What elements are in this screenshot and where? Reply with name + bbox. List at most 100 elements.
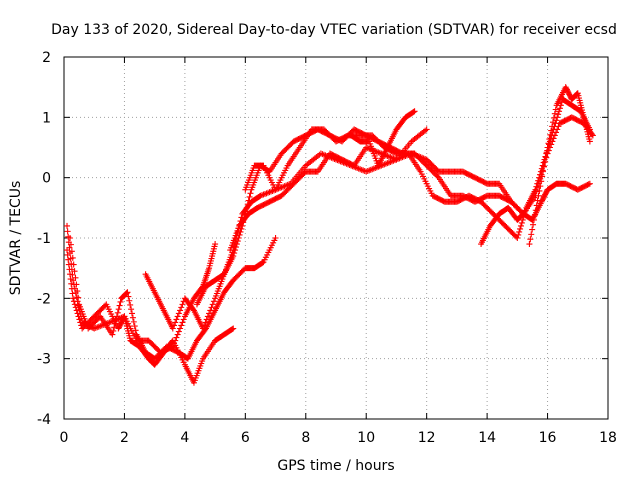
data-point — [556, 105, 563, 112]
data-point — [554, 114, 561, 121]
x-tick-label: 2 — [120, 430, 129, 446]
data-point — [535, 177, 542, 184]
data-point — [247, 190, 254, 197]
x-tick-label: 10 — [357, 430, 375, 446]
data-point — [515, 231, 522, 238]
data-point — [173, 334, 180, 341]
data-point — [70, 298, 77, 305]
data-point — [73, 281, 80, 288]
series-arc-1 — [64, 222, 219, 356]
data-point — [72, 274, 79, 281]
data-point — [534, 180, 541, 187]
data-point — [180, 316, 187, 323]
data-point — [532, 207, 539, 214]
data-point — [246, 193, 253, 200]
data-point — [542, 154, 549, 161]
data-point — [434, 173, 441, 180]
data-point — [112, 320, 119, 327]
series-arc-2 — [64, 247, 237, 386]
data-point — [75, 313, 82, 320]
data-point — [272, 235, 279, 241]
data-point — [64, 228, 71, 235]
y-tick-label: 0 — [42, 171, 51, 187]
data-point — [112, 317, 119, 324]
data-point — [544, 144, 551, 151]
data-point — [67, 276, 74, 283]
data-point — [585, 181, 592, 188]
data-point — [517, 225, 524, 232]
data-point — [179, 319, 186, 326]
data-point — [230, 253, 237, 260]
data-point — [529, 226, 536, 233]
data-point — [178, 304, 185, 311]
data-point — [233, 241, 240, 248]
data-point — [536, 174, 543, 181]
chart-title: Day 133 of 2020, Sidereal Day-to-day VTE… — [51, 22, 617, 38]
data-point — [238, 225, 245, 232]
data-point — [171, 322, 178, 329]
data-point — [76, 316, 83, 323]
data-point — [518, 219, 525, 226]
x-tick-label: 14 — [478, 430, 496, 446]
data-point — [548, 127, 555, 134]
data-point — [244, 201, 251, 208]
data-point — [204, 313, 211, 320]
data-point — [67, 271, 74, 278]
data-point — [178, 322, 185, 329]
data-point — [533, 183, 540, 190]
data-point — [230, 325, 237, 332]
data-point — [528, 231, 535, 238]
axis-ticks — [63, 56, 609, 420]
data-point — [210, 298, 217, 305]
data-point — [74, 288, 81, 295]
data-point — [177, 307, 184, 314]
data-point — [70, 295, 77, 302]
grid — [64, 57, 608, 419]
data-point — [527, 236, 534, 243]
data-point — [127, 301, 134, 308]
data-point — [551, 110, 558, 117]
data-point — [411, 108, 418, 115]
data-point — [516, 228, 523, 235]
data-point — [68, 280, 75, 287]
data-point — [519, 216, 526, 223]
data-point — [547, 131, 554, 138]
data-point — [190, 306, 197, 313]
data-point — [65, 256, 72, 263]
data-point — [231, 250, 238, 257]
data-point — [175, 328, 182, 335]
data-point — [556, 108, 563, 115]
data-point — [543, 149, 550, 156]
data-point — [67, 241, 74, 248]
x-tick-label: 12 — [418, 430, 436, 446]
y-tick-labels: -4 -3 -2 -1 0 1 2 — [37, 50, 51, 428]
data-point — [132, 327, 139, 334]
data-point — [68, 285, 75, 292]
series-arc-10 — [526, 84, 593, 248]
y-tick-label: -1 — [37, 231, 51, 247]
data-point — [200, 325, 207, 332]
data-point — [423, 126, 430, 133]
data-point — [124, 289, 131, 296]
data-point — [174, 331, 181, 338]
x-tick-label: 18 — [599, 430, 617, 446]
data-point — [128, 306, 135, 313]
data-point — [174, 313, 181, 320]
data-point — [586, 180, 593, 187]
data-point — [109, 331, 116, 338]
data-point — [540, 168, 547, 175]
data-point — [245, 197, 252, 204]
data-point — [520, 210, 527, 217]
data-point — [64, 247, 71, 254]
data-series — [64, 84, 596, 386]
data-point — [69, 254, 76, 261]
data-point — [111, 324, 118, 331]
series-arc-8 — [348, 108, 418, 169]
data-point — [77, 319, 84, 326]
series-arc-6 — [227, 144, 593, 254]
y-axis-title: SDTVAR / TECUs — [8, 181, 24, 296]
data-point — [517, 222, 524, 229]
data-point — [537, 183, 544, 190]
data-point — [115, 306, 122, 313]
